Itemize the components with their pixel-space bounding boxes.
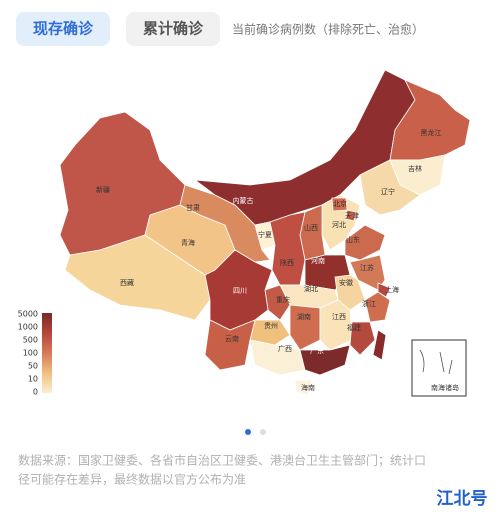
legend-label: 0 (33, 388, 38, 397)
region-label: 江苏 (360, 263, 374, 272)
source-line: 径可能存在差异，最终数据以官方公布为准 (18, 472, 246, 487)
legend-label: 50 (28, 362, 38, 371)
region-label: 北京 (333, 199, 347, 208)
region-label: 云南 (225, 334, 239, 343)
region (204, 319, 256, 371)
tab[interactable] (126, 12, 220, 46)
note: 当前确诊病例数（排除死亡、治愈） (232, 22, 424, 37)
watermark: 江北号 (437, 489, 488, 509)
legend-label: 500 (23, 336, 38, 345)
legend-label: 100 (23, 349, 38, 358)
tab-active[interactable] (16, 12, 110, 46)
legend-label: 5000 (18, 310, 38, 319)
region (321, 194, 361, 251)
region-label: 广东 (310, 346, 324, 355)
regions (59, 69, 471, 396)
region-label: 青海 (181, 238, 195, 247)
region (359, 159, 421, 216)
region-label: 广西 (278, 344, 292, 353)
region-label: 吉林 (408, 164, 422, 173)
region-label: 四川 (233, 287, 247, 295)
region-label: 上海 (385, 285, 399, 294)
region (349, 321, 376, 356)
region (372, 329, 387, 361)
source-line: 数据来源：国家卫健委、各省市自治区卫健委、港澳台卫生主管部门；统计口 (18, 453, 426, 468)
inset-label: 南海诸岛 (431, 383, 459, 392)
page-dot-active[interactable] (245, 429, 251, 435)
region-label: 陕西 (280, 258, 294, 267)
legend-label: 1000 (18, 323, 38, 332)
legend-bar (42, 313, 52, 393)
region-label: 浙江 (362, 299, 376, 308)
page-dot[interactable] (260, 429, 266, 435)
region-label: 内蒙古 (233, 196, 254, 205)
region (204, 249, 273, 331)
tab-label[interactable]: 累计确诊 (143, 20, 204, 38)
region-label: 湖南 (297, 312, 311, 321)
region (269, 211, 306, 286)
tab-label[interactable]: 现存确诊 (33, 20, 94, 38)
region-label: 辽宁 (381, 187, 395, 196)
region (289, 304, 321, 351)
region-label: 河北 (332, 221, 346, 229)
region (364, 291, 391, 323)
region-label: 山西 (304, 223, 318, 232)
region-label: 安徽 (339, 278, 353, 287)
region-label: 宁夏 (258, 230, 272, 239)
region-label: 山东 (346, 235, 360, 244)
region-label: 重庆 (276, 295, 290, 304)
inset-lines (419, 349, 453, 375)
region-label: 西藏 (120, 278, 134, 287)
region-label: 海南 (301, 383, 315, 392)
region-label: 天津 (345, 212, 359, 220)
region-label: 湖北 (304, 284, 318, 293)
region-label: 贵州 (264, 321, 278, 330)
region-label: 新疆 (96, 185, 110, 194)
region-label: 黑龙江 (421, 128, 442, 137)
region-label: 甘肃 (186, 203, 200, 212)
region (294, 379, 313, 396)
region (345, 209, 357, 222)
inset-box (411, 339, 467, 397)
region (299, 344, 351, 376)
region-label: 江西 (332, 313, 346, 321)
legend-label: 10 (28, 375, 38, 384)
region (64, 234, 211, 321)
region-label: 福建 (347, 323, 361, 332)
region-label: 河南 (311, 256, 325, 265)
